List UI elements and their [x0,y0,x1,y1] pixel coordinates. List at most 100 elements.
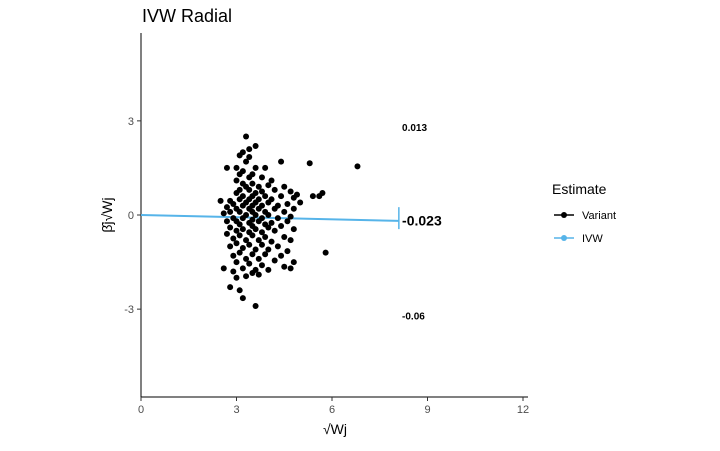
variant-point [258,174,265,181]
variant-point [233,190,240,197]
variant-point [284,218,291,225]
chart-title: IVW Radial [142,6,232,26]
x-tick-label: 9 [424,404,430,416]
variant-point [265,199,272,206]
variant-point [252,246,259,253]
variant-point [281,233,288,240]
variant-point [281,208,288,215]
variant-point [249,232,256,239]
variant-point [220,265,227,272]
variant-point [258,241,265,248]
variant-point [223,164,230,171]
variant-point [236,152,243,159]
variant-point [258,188,265,195]
variant-point [255,183,262,190]
estimate-annotation: 0.013 [402,123,427,134]
variant-point [271,257,278,264]
variant-point [243,237,250,244]
variant-point [246,186,253,193]
estimate-annotation: -0.06 [402,311,425,322]
variant-point [236,171,243,178]
variant-point [223,218,230,225]
plot-area: 0 3 6 9 12 -3 0 3 0.013 -0.023 -0.06 [124,33,529,416]
variant-point [227,243,234,250]
variant-point [223,204,230,211]
variant-point [246,153,253,160]
variant-point [236,196,243,203]
legend-title: Estimate [552,181,607,197]
variant-point [278,193,285,200]
variant-point [316,193,323,200]
variant-point [236,287,243,294]
variant-point [255,271,262,278]
variant-point [258,229,265,236]
annotations-layer: 0.013 -0.023 -0.06 [402,123,442,322]
variant-point [243,273,250,280]
variant-point [262,193,269,200]
variant-point [239,215,246,222]
variant-point [239,244,246,251]
variant-point [236,232,243,239]
variant-point [230,201,237,208]
y-tick-label: -3 [124,304,134,316]
variant-point [354,163,361,170]
variant-point [217,197,224,204]
legend-key-point [561,235,567,241]
variant-point [239,202,246,209]
variant-point [271,186,278,193]
variant-point [271,205,278,212]
variant-point [271,227,278,234]
variant-point [274,243,281,250]
variant-point [287,265,294,272]
variant-point [249,251,256,258]
variant-point [255,255,262,262]
variant-point [233,259,240,266]
variant-point [239,226,246,233]
y-tick-label: 0 [128,210,134,222]
x-tick-label: 12 [517,404,529,416]
variant-point [243,133,250,140]
variant-point [262,164,269,171]
x-ticks: 0 3 6 9 12 [138,397,529,416]
variant-point [233,177,240,184]
variant-point [227,284,234,291]
variant-point [236,221,243,228]
variant-point [268,238,275,245]
variant-point [287,237,294,244]
variant-point [258,262,265,269]
variant-point [284,248,291,255]
variant-point [246,260,253,267]
variant-point [239,295,246,302]
variant-point [265,212,272,218]
variant-point [230,235,237,242]
variant-point [236,208,243,215]
variant-point [233,240,240,247]
variant-point [220,210,227,217]
variant-point [227,224,234,231]
variant-point [246,174,253,181]
variant-point [255,237,262,244]
legend-label: IVW [582,233,603,245]
variant-point [309,193,316,200]
variant-point [265,246,272,253]
variant-point [284,201,291,208]
ivw-layer [140,207,400,230]
variant-point [265,224,272,231]
variant-point [252,142,259,149]
variant-point [243,158,250,165]
variant-point [255,205,262,212]
variant-point [268,219,275,226]
variant-point [246,146,253,153]
variant-point [290,205,297,212]
y-axis-title: β̂j√Wj [99,197,115,232]
variant-point [290,259,297,266]
variant-point [268,177,275,184]
legend: Estimate Variant IVW [552,181,616,245]
variant-point [281,183,288,190]
variant-point [252,303,259,309]
variant-point [265,182,272,189]
legend-key-point [561,212,567,218]
variant-point [252,164,259,171]
variant-point [297,199,304,206]
